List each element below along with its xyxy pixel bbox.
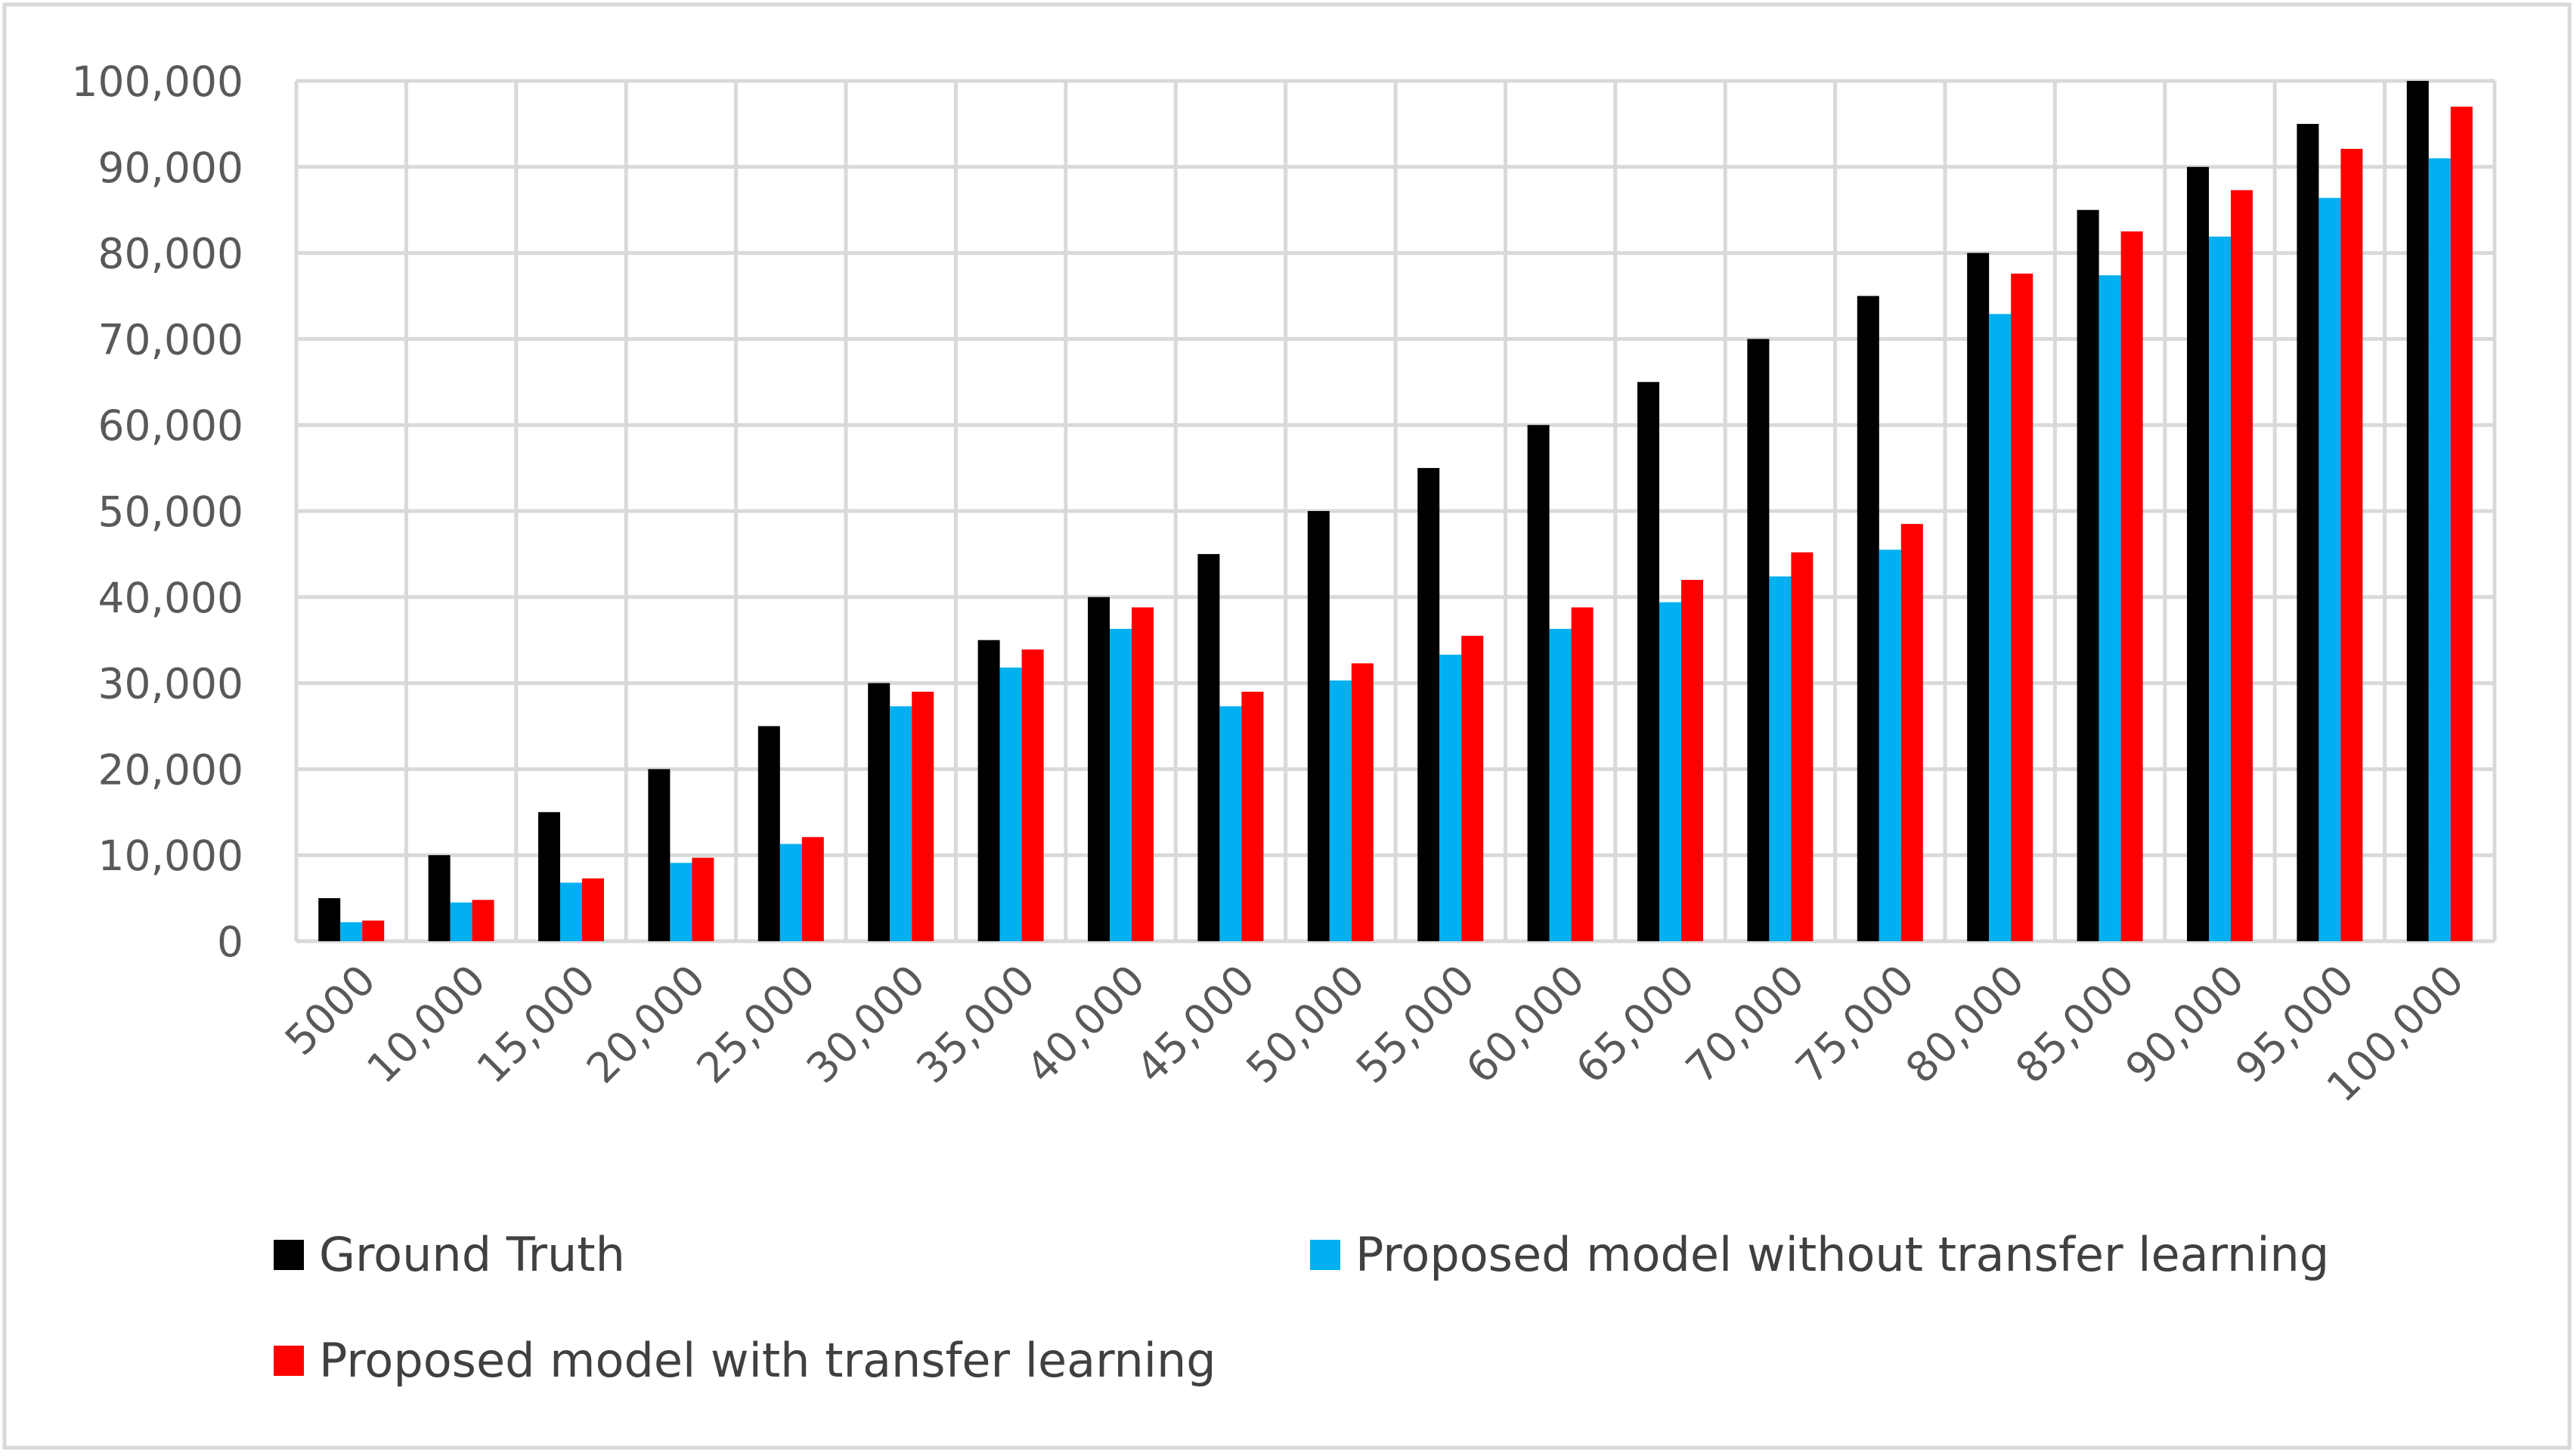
bar-ground-truth-13: [1747, 339, 1770, 941]
bar-proposed-model-with-transfer-learning-14: [1900, 524, 1923, 941]
bar-proposed-model-with-transfer-learning-16: [2120, 231, 2143, 941]
bar-proposed-model-without-transfer-learning-13: [1769, 576, 1792, 941]
bar-proposed-model-with-transfer-learning-12: [1681, 580, 1703, 941]
y-tick-label: 40,000: [98, 574, 243, 622]
bar-proposed-model-with-transfer-learning-13: [1791, 552, 1814, 941]
y-tick-label: 30,000: [98, 660, 243, 708]
y-tick-label: 90,000: [98, 144, 243, 192]
legend-label-proposed-model-with-transfer-learning: Proposed model with transfer learning: [319, 1333, 1216, 1388]
bar-ground-truth-1: [428, 855, 451, 941]
bar-proposed-model-with-transfer-learning-1: [472, 900, 494, 941]
bar-ground-truth-6: [977, 640, 1000, 941]
bar-ground-truth-3: [648, 769, 671, 941]
bar-proposed-model-with-transfer-learning-0: [362, 920, 385, 941]
bar-ground-truth-5: [868, 683, 891, 941]
bar-proposed-model-without-transfer-learning-15: [1989, 314, 2012, 941]
bar-proposed-model-without-transfer-learning-9: [1329, 680, 1352, 941]
bar-proposed-model-with-transfer-learning-4: [801, 837, 824, 941]
bar-proposed-model-without-transfer-learning-2: [560, 882, 582, 941]
bar-proposed-model-with-transfer-learning-3: [692, 857, 714, 941]
y-tick-label: 0: [217, 918, 243, 966]
bar-proposed-model-with-transfer-learning-5: [912, 691, 934, 941]
bar-proposed-model-with-transfer-learning-8: [1241, 691, 1264, 941]
bar-proposed-model-without-transfer-learning-1: [450, 902, 472, 941]
bar-ground-truth-15: [1967, 252, 1990, 942]
bar-ground-truth-4: [757, 726, 780, 941]
bars: [318, 81, 2473, 942]
bar-ground-truth-8: [1197, 553, 1220, 941]
y-axis-tick-labels: 0 10,000 20,000 30,000 40,000 50,000 60,000 70,…: [72, 57, 243, 966]
bar-proposed-model-without-transfer-learning-6: [999, 668, 1022, 941]
bar-proposed-model-with-transfer-learning-2: [582, 878, 604, 941]
legend-label-proposed-model-without-transfer-learning: Proposed model without transfer learning: [1355, 1227, 2329, 1282]
bar-proposed-model-without-transfer-learning-5: [890, 706, 912, 941]
y-tick-label: 50,000: [98, 488, 243, 536]
legend-swatch-proposed-model-without-transfer-learning: [1310, 1240, 1340, 1270]
bar-ground-truth-14: [1857, 296, 1879, 941]
bar-proposed-model-with-transfer-learning-11: [1571, 607, 1594, 941]
gridlines: [294, 79, 2497, 943]
y-tick-label: 100,000: [72, 57, 243, 106]
legend-swatch-proposed-model-with-transfer-learning: [274, 1346, 304, 1376]
bar-proposed-model-without-transfer-learning-16: [2099, 275, 2121, 941]
bar-proposed-model-with-transfer-learning-7: [1132, 607, 1154, 941]
bar-proposed-model-with-transfer-learning-19: [2450, 107, 2473, 941]
bar-ground-truth-0: [318, 898, 341, 941]
bar-proposed-model-with-transfer-learning-10: [1461, 636, 1484, 941]
bar-ground-truth-12: [1637, 382, 1659, 941]
bar-ground-truth-17: [2187, 166, 2209, 941]
bar-proposed-model-without-transfer-learning-18: [2318, 197, 2341, 941]
bar-proposed-model-with-transfer-learning-15: [2011, 273, 2033, 941]
bar-ground-truth-16: [2077, 209, 2099, 941]
bar-ground-truth-2: [538, 812, 560, 941]
bar-proposed-model-with-transfer-learning-9: [1351, 663, 1374, 941]
y-tick-label: 10,000: [98, 832, 243, 880]
bar-proposed-model-without-transfer-learning-10: [1439, 655, 1462, 941]
bar-proposed-model-without-transfer-learning-17: [2209, 236, 2231, 941]
bar-proposed-model-with-transfer-learning-6: [1021, 649, 1044, 941]
y-tick-label: 20,000: [98, 745, 243, 794]
bar-proposed-model-without-transfer-learning-14: [1879, 550, 1901, 941]
bar-ground-truth-10: [1417, 468, 1440, 941]
bar-proposed-model-without-transfer-learning-0: [340, 922, 363, 941]
bar-proposed-model-without-transfer-learning-4: [779, 844, 802, 941]
y-tick-label: 80,000: [98, 230, 243, 278]
legend-swatch-ground-truth: [274, 1240, 304, 1270]
bar-ground-truth-9: [1307, 511, 1330, 941]
bar-proposed-model-without-transfer-learning-12: [1659, 602, 1681, 941]
bar-proposed-model-without-transfer-learning-11: [1549, 628, 1572, 941]
bar-ground-truth-7: [1088, 596, 1110, 941]
legend-label-ground-truth: Ground Truth: [319, 1227, 625, 1282]
bar-ground-truth-18: [2297, 123, 2319, 941]
bar-proposed-model-without-transfer-learning-19: [2428, 158, 2451, 941]
legend: Ground Truth Proposed model without trans…: [274, 1227, 2329, 1388]
y-tick-label: 60,000: [98, 401, 243, 450]
y-tick-label: 70,000: [98, 315, 243, 364]
bar-proposed-model-with-transfer-learning-18: [2340, 148, 2363, 942]
bar-ground-truth-11: [1527, 425, 1550, 941]
bar-ground-truth-19: [2406, 81, 2429, 941]
bar-proposed-model-with-transfer-learning-17: [2231, 190, 2253, 941]
bar-proposed-model-without-transfer-learning-8: [1219, 706, 1242, 941]
bar-proposed-model-without-transfer-learning-3: [670, 863, 692, 941]
bar-proposed-model-without-transfer-learning-7: [1110, 628, 1132, 941]
